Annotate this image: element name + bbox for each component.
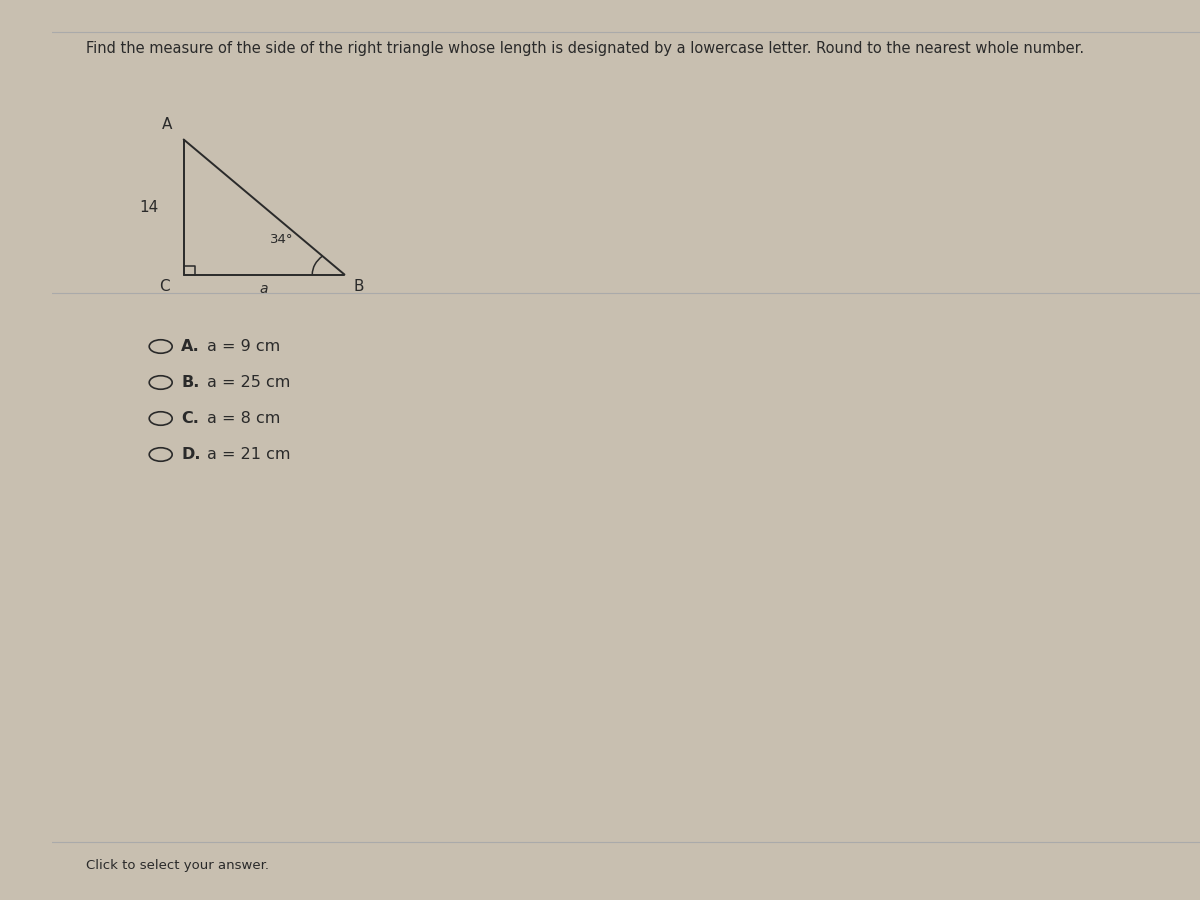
- Text: B: B: [354, 279, 364, 294]
- Text: a = 25 cm: a = 25 cm: [206, 375, 290, 390]
- Text: Find the measure of the side of the right triangle whose length is designated by: Find the measure of the side of the righ…: [86, 40, 1084, 56]
- Text: 14: 14: [139, 200, 158, 214]
- Text: C.: C.: [181, 411, 199, 426]
- Text: a: a: [260, 282, 269, 296]
- Text: A.: A.: [181, 339, 200, 354]
- Text: C: C: [160, 279, 170, 294]
- Text: a = 8 cm: a = 8 cm: [206, 411, 280, 426]
- Text: A: A: [162, 117, 172, 132]
- Text: D.: D.: [181, 447, 200, 462]
- Text: Click to select your answer.: Click to select your answer.: [86, 860, 269, 872]
- Text: 34°: 34°: [270, 233, 293, 246]
- Text: a = 9 cm: a = 9 cm: [206, 339, 280, 354]
- Text: a = 21 cm: a = 21 cm: [206, 447, 290, 462]
- Text: B.: B.: [181, 375, 199, 390]
